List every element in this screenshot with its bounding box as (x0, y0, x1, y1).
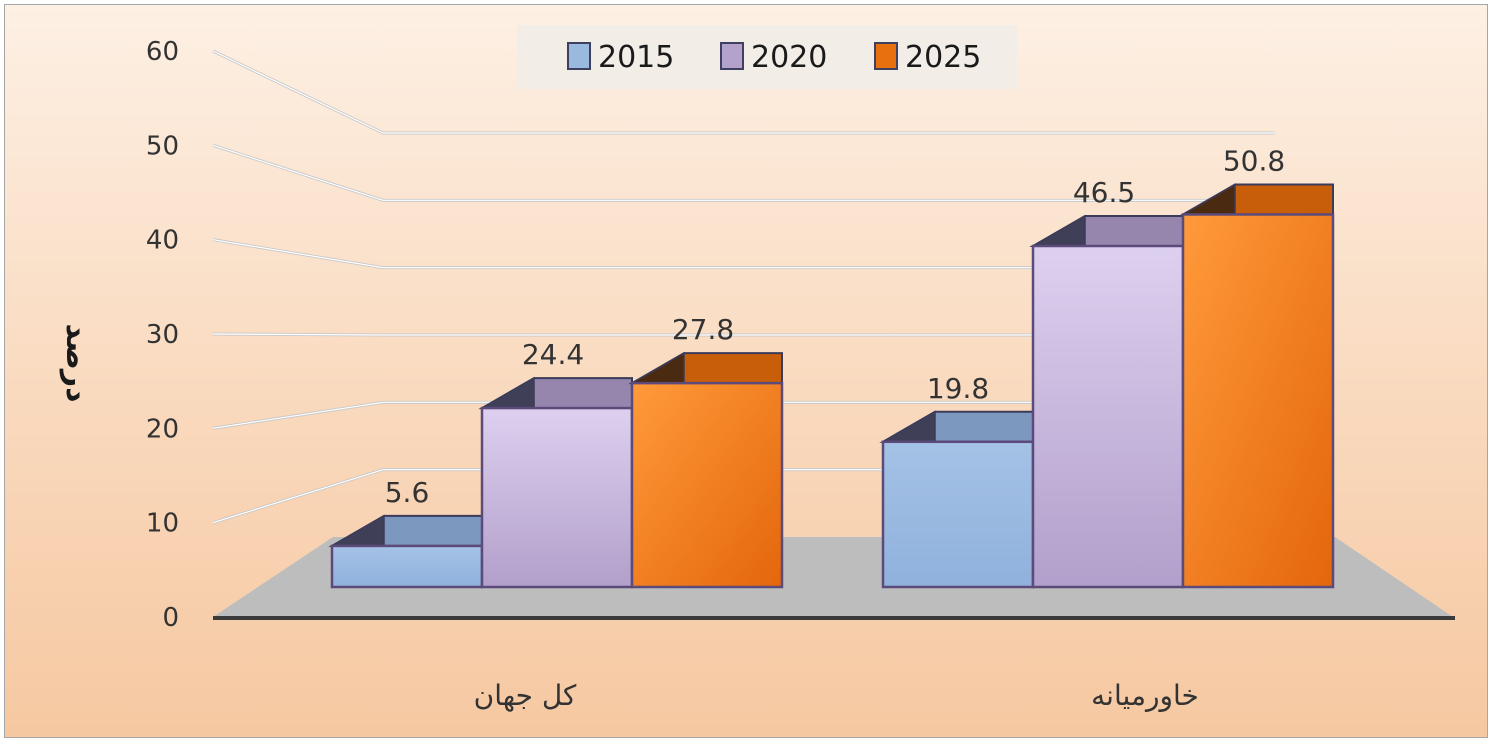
y-tick-label: 0 (162, 603, 179, 633)
gridline-highlight (212, 401, 1275, 429)
y-axis-title: درصد (59, 324, 94, 403)
legend-box (517, 25, 1017, 89)
legend-swatch (874, 42, 898, 70)
category-label: کل جهان (474, 679, 577, 712)
bars (328, 183, 1335, 589)
bar-2025 (1181, 213, 1335, 589)
bar-2015 (881, 440, 1035, 589)
data-label: 5.6 (385, 476, 430, 509)
gridline-highlight (212, 144, 1275, 201)
category-label: خاورمیانه (1091, 679, 1199, 712)
bar-2020 (1031, 244, 1185, 589)
data-labels: 5.6 24.4 27.8 19.8 46.5 50.8 (385, 144, 1285, 508)
gridline-highlight (212, 333, 1275, 336)
chart-svg: 0 10 20 30 40 50 60 5.6 24.4 27.8 19.8 46.5 50.8 کل… (59, 25, 1455, 712)
gridlines (212, 49, 1275, 525)
bar-2025 (630, 381, 784, 589)
y-tick-label: 20 (146, 414, 179, 444)
y-tick-label: 40 (146, 226, 179, 256)
data-label: 27.8 (672, 313, 734, 346)
gridline-highlight (212, 239, 1275, 269)
legend-swatch (720, 42, 744, 70)
chart-frame: 0 10 20 30 40 50 60 5.6 24.4 27.8 19.8 46.5 50.8 کل… (4, 4, 1488, 738)
legend-label: 2025 (905, 40, 981, 75)
legend-label: 2015 (598, 40, 674, 75)
y-tick-label: 30 (146, 320, 179, 350)
data-label: 24.4 (522, 338, 584, 371)
legend-label: 2020 (751, 40, 827, 75)
bar-2020 (480, 406, 634, 589)
y-axis-ticks: 0 10 20 30 40 50 60 (146, 37, 179, 633)
y-tick-label: 10 (146, 509, 179, 539)
gridline-highlight (212, 50, 1275, 134)
data-label: 50.8 (1223, 144, 1285, 177)
y-tick-label: 60 (146, 37, 179, 67)
bar-2015 (330, 544, 484, 589)
data-label: 46.5 (1073, 176, 1135, 209)
data-label: 19.8 (927, 372, 989, 405)
category-labels: کل جهان خاورمیانه (474, 679, 1199, 712)
legend-swatch (567, 42, 591, 70)
y-tick-label: 50 (146, 131, 179, 161)
legend: 2015 2020 2025 (517, 25, 1017, 89)
